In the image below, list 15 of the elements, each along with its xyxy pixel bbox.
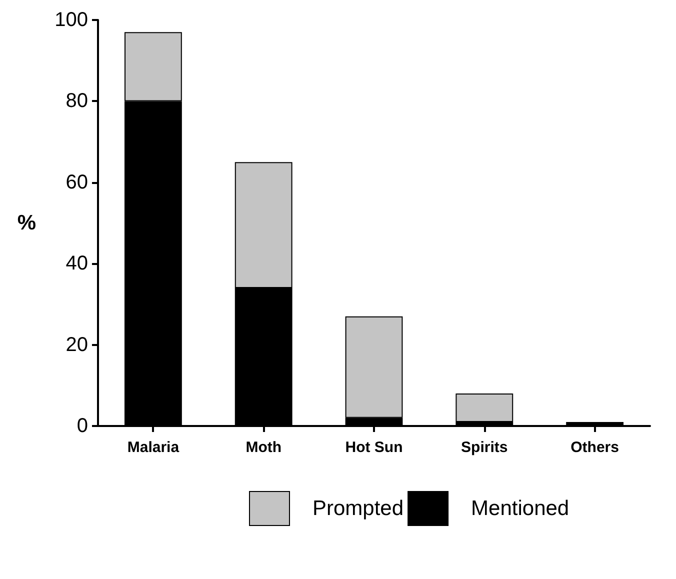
y-axis-title: % [17, 212, 36, 234]
x-tick-label: Moth [246, 439, 282, 456]
y-tick-label: 0 [76, 415, 88, 437]
y-tick-label: 60 [66, 171, 88, 194]
y-tick-label: 20 [66, 334, 88, 356]
y-tick-label: 80 [66, 90, 88, 112]
x-tick-label: Malaria [127, 439, 180, 456]
x-tick-label: Hot Sun [345, 439, 403, 456]
bar [456, 394, 514, 422]
y-tick-label: 40 [66, 252, 88, 275]
legend-label: Mentioned [471, 497, 570, 520]
legend-label: Prompted [312, 497, 404, 520]
y-tick-label: 100 [54, 9, 88, 31]
x-tick-label: Others [570, 439, 619, 456]
x-tick-label: Spirits [461, 439, 508, 456]
